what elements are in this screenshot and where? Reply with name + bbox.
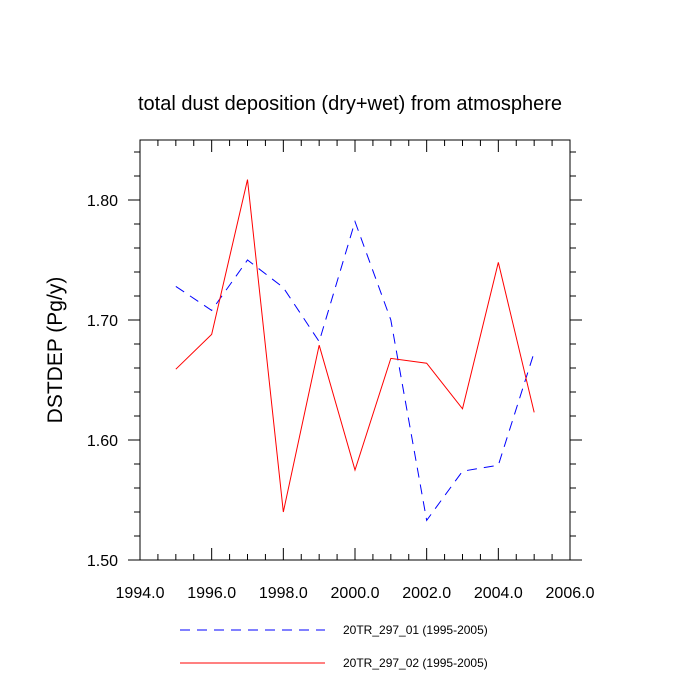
x-tick-label: 1996.0 [187, 585, 236, 602]
chart-title: total dust deposition (dry+wet) from atm… [138, 93, 562, 115]
x-tick-label: 2006.0 [546, 585, 595, 602]
x-tick-label: 2000.0 [331, 585, 380, 602]
plot-frame [139, 139, 571, 561]
y-axis-label: DSTDEP (Pg/y) [44, 277, 67, 424]
x-tick-label: 2004.0 [474, 585, 523, 602]
legend-label-2: 20TR_297_02 (1995-2005) [343, 656, 488, 670]
tick-labels: 1994.0 1996.0 1998.0 2000.0 2002.0 2004.0 2006… [87, 193, 595, 602]
axis-ticks [128, 140, 582, 561]
y-tick-label: 1.80 [87, 193, 118, 210]
y-tick-label: 1.50 [87, 553, 118, 570]
x-tick-label: 1998.0 [259, 585, 308, 602]
y-tick-label: 1.60 [87, 433, 118, 450]
x-tick-label: 2002.0 [402, 585, 451, 602]
y-tick-label: 1.70 [87, 313, 118, 330]
legend: 20TR_297_01 (1995-2005) 20TR_297_02 (1995… [180, 623, 488, 670]
series-line-1 [175, 220, 535, 522]
series-line-2 [175, 179, 535, 513]
series-layer [175, 179, 535, 522]
legend-label-1: 20TR_297_01 (1995-2005) [343, 623, 488, 637]
x-tick-label: 1994.0 [116, 585, 165, 602]
